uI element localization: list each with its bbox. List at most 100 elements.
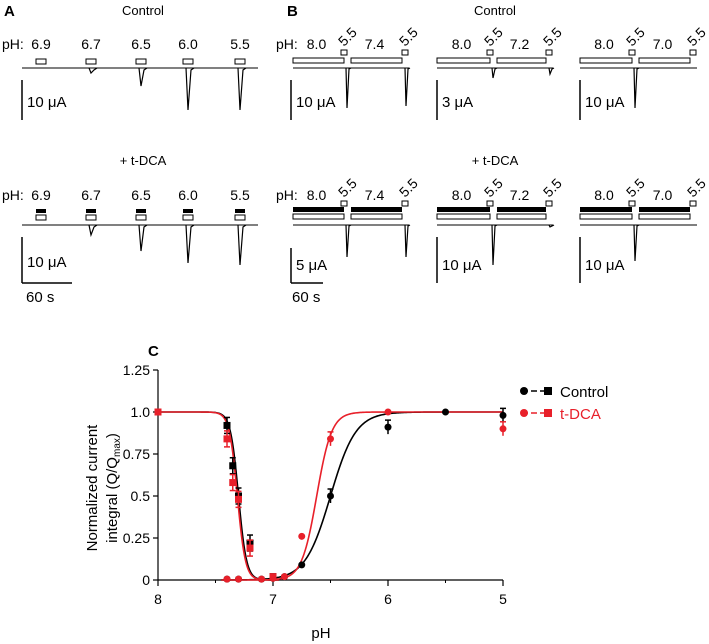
panel-b-test-ph-label: 7.0: [653, 187, 673, 203]
panel-a-current-spike: [237, 224, 247, 266]
legend-tdca-square: [544, 409, 552, 417]
panel-b-control-ph-prefix: pH:: [276, 36, 298, 52]
panel-b-tdca-label: + t-DCA: [472, 153, 519, 168]
data-point-circle-control: [384, 423, 392, 431]
panel-b-step-ph-label: 5.5: [684, 175, 709, 200]
panel-a-tdca-bar: [235, 209, 245, 213]
data-point-square-t-dca: [223, 435, 231, 443]
panel-b-step-ph-label: 5.5: [623, 24, 648, 49]
panel-b-control-label: Control: [474, 3, 516, 18]
panel-b-base-ph-label: 8.0: [452, 187, 472, 203]
panel-b-ph-box: [350, 57, 403, 64]
panel-b-step-ph-label: 5.5: [684, 24, 709, 49]
panel-b-ph-box: [579, 57, 633, 64]
panel-b-tdca-traces: pH: 8.0 7.45.5 5.5 8.0 7.25.5 5.5 8.0 7.05.5 5.5: [276, 175, 709, 266]
panel-b-tdca-bar: [351, 207, 402, 212]
panel-a-control-trace: pH: 6.9 6.7 6.5 6.0 5.5: [2, 36, 258, 111]
data-point-circle-t-dca: [327, 435, 334, 443]
panel-b-step-box: [401, 49, 409, 56]
panel-b-time-label: 60 s: [292, 289, 320, 306]
panel-b-g3-control-scalebar-label: 10 μA: [585, 94, 625, 111]
panel-a-tdca-bar: [86, 209, 96, 213]
panel-c-ylabel-line2: integral (Q/Qmax): [104, 433, 123, 543]
panel-a-ph-box: [135, 214, 147, 221]
data-point-square-t-dca: [269, 573, 277, 581]
panel-b-ph-box: [292, 213, 345, 220]
legend-control-circle: [520, 387, 528, 395]
panel-a-control-ph-label: 6.5: [131, 36, 151, 52]
panel-a-tdca-ph-label: 6.7: [81, 187, 101, 203]
panel-a-ph-box: [85, 58, 97, 65]
data-point-circle-control: [442, 408, 449, 416]
x-tick-label: 8: [154, 591, 162, 607]
panel-b-ph-box: [436, 57, 491, 64]
panel-a-tdca-ph-prefix: pH:: [2, 187, 24, 203]
panel-b-g2-tdca-scalebar-label: 10 μA: [442, 257, 482, 274]
panel-b-base-ph-label: 8.0: [594, 187, 614, 203]
data-point-circle-t-dca: [281, 573, 288, 581]
data-point-square-t-dca: [246, 544, 254, 552]
panel-b-tdca-bar: [497, 207, 546, 212]
panel-b-step-ph-label: 5.5: [396, 175, 421, 200]
panel-b-step-box: [628, 49, 636, 56]
panel-a-control-ph-label: 6.7: [81, 36, 101, 52]
panel-a-current-spike: [138, 224, 148, 252]
legend-tdca-circle: [520, 409, 528, 417]
panel-b-test-ph-label: 7.4: [365, 36, 385, 52]
panel-c-letter: C: [148, 343, 159, 360]
data-point-circle-t-dca: [235, 575, 242, 583]
data-point-circle-t-dca: [298, 532, 306, 540]
y-tick-label: 1.25: [123, 362, 150, 378]
y-tick-label: 0.5: [131, 488, 151, 504]
y-tick-label: 1.0: [131, 404, 151, 420]
panel-a-current-spike: [237, 67, 247, 111]
panel-b-base-ph-label: 8.0: [452, 36, 472, 52]
panel-b-g3-tdca-scalebar-label: 10 μA: [585, 257, 625, 274]
panel-a-control-ph-label: 6.0: [178, 36, 198, 52]
panel-b-current-spike: [491, 224, 498, 266]
panel-b-tdca-bar: [639, 207, 690, 212]
panel-b-base-ph-label: 8.0: [594, 36, 614, 52]
data-point-circle-t-dca: [384, 408, 392, 416]
panel-b-current-spike: [404, 67, 411, 107]
panel-b-letter: B: [287, 3, 298, 20]
panel-a-control-label: Control: [122, 3, 164, 18]
panel-a-control-ph-prefix: pH:: [2, 36, 24, 52]
x-tick-label: 6: [384, 591, 392, 607]
data-point-circle-t-dca: [258, 575, 265, 583]
fit-inactivation-control: [158, 411, 279, 581]
panel-a-tdca-bar: [183, 209, 193, 213]
panel-b-test-ph-label: 7.2: [510, 36, 530, 52]
panel-b-step-box: [545, 200, 553, 207]
panel-b-ph-box: [496, 213, 547, 220]
panel-c-ylabel: Normalized current integral (Q/Qmax): [84, 424, 123, 552]
panel-b-step-ph-label: 5.5: [540, 175, 565, 200]
panel-b-current-spike: [491, 67, 498, 79]
panel-b-current-spike: [633, 224, 640, 262]
panel-a-tdca-scalebar-label: 10 μA: [27, 254, 67, 271]
panel-c-legend: Control t-DCA: [520, 384, 608, 423]
panel-b-step-box: [486, 49, 494, 56]
data-point-square-control: [223, 421, 231, 429]
panel-b-g1-control-scalebar-label: 10 μA: [296, 94, 336, 111]
panel-b-step-box: [689, 200, 697, 207]
panel-a-tdca-trace: pH: 6.9 6.7 6.5 6.0 5.5: [2, 187, 258, 266]
panel-b-current-spike: [404, 224, 411, 258]
panel-a-current-spike: [88, 224, 98, 238]
panel-a-current-spike: [185, 224, 195, 264]
panel-a-tdca-bar: [136, 209, 146, 213]
panel-a-ph-box: [35, 214, 47, 221]
panel-a-current-spike: [138, 67, 148, 87]
panel-b-test-ph-label: 7.4: [365, 187, 385, 203]
panel-a-ph-box: [234, 214, 246, 221]
panel-b-step-box: [340, 49, 348, 56]
y-tick-label: 0.75: [123, 446, 150, 462]
panel-b-ph-box: [292, 57, 345, 64]
panel-b-step-ph-label: 5.5: [396, 24, 421, 49]
panel-b-step-ph-label: 5.5: [481, 24, 506, 49]
panel-b-step-ph-label: 5.5: [335, 24, 360, 49]
panel-b-ph-box: [638, 213, 691, 220]
panel-b-step-box: [401, 200, 409, 207]
panel-a-ph-box: [182, 214, 194, 221]
